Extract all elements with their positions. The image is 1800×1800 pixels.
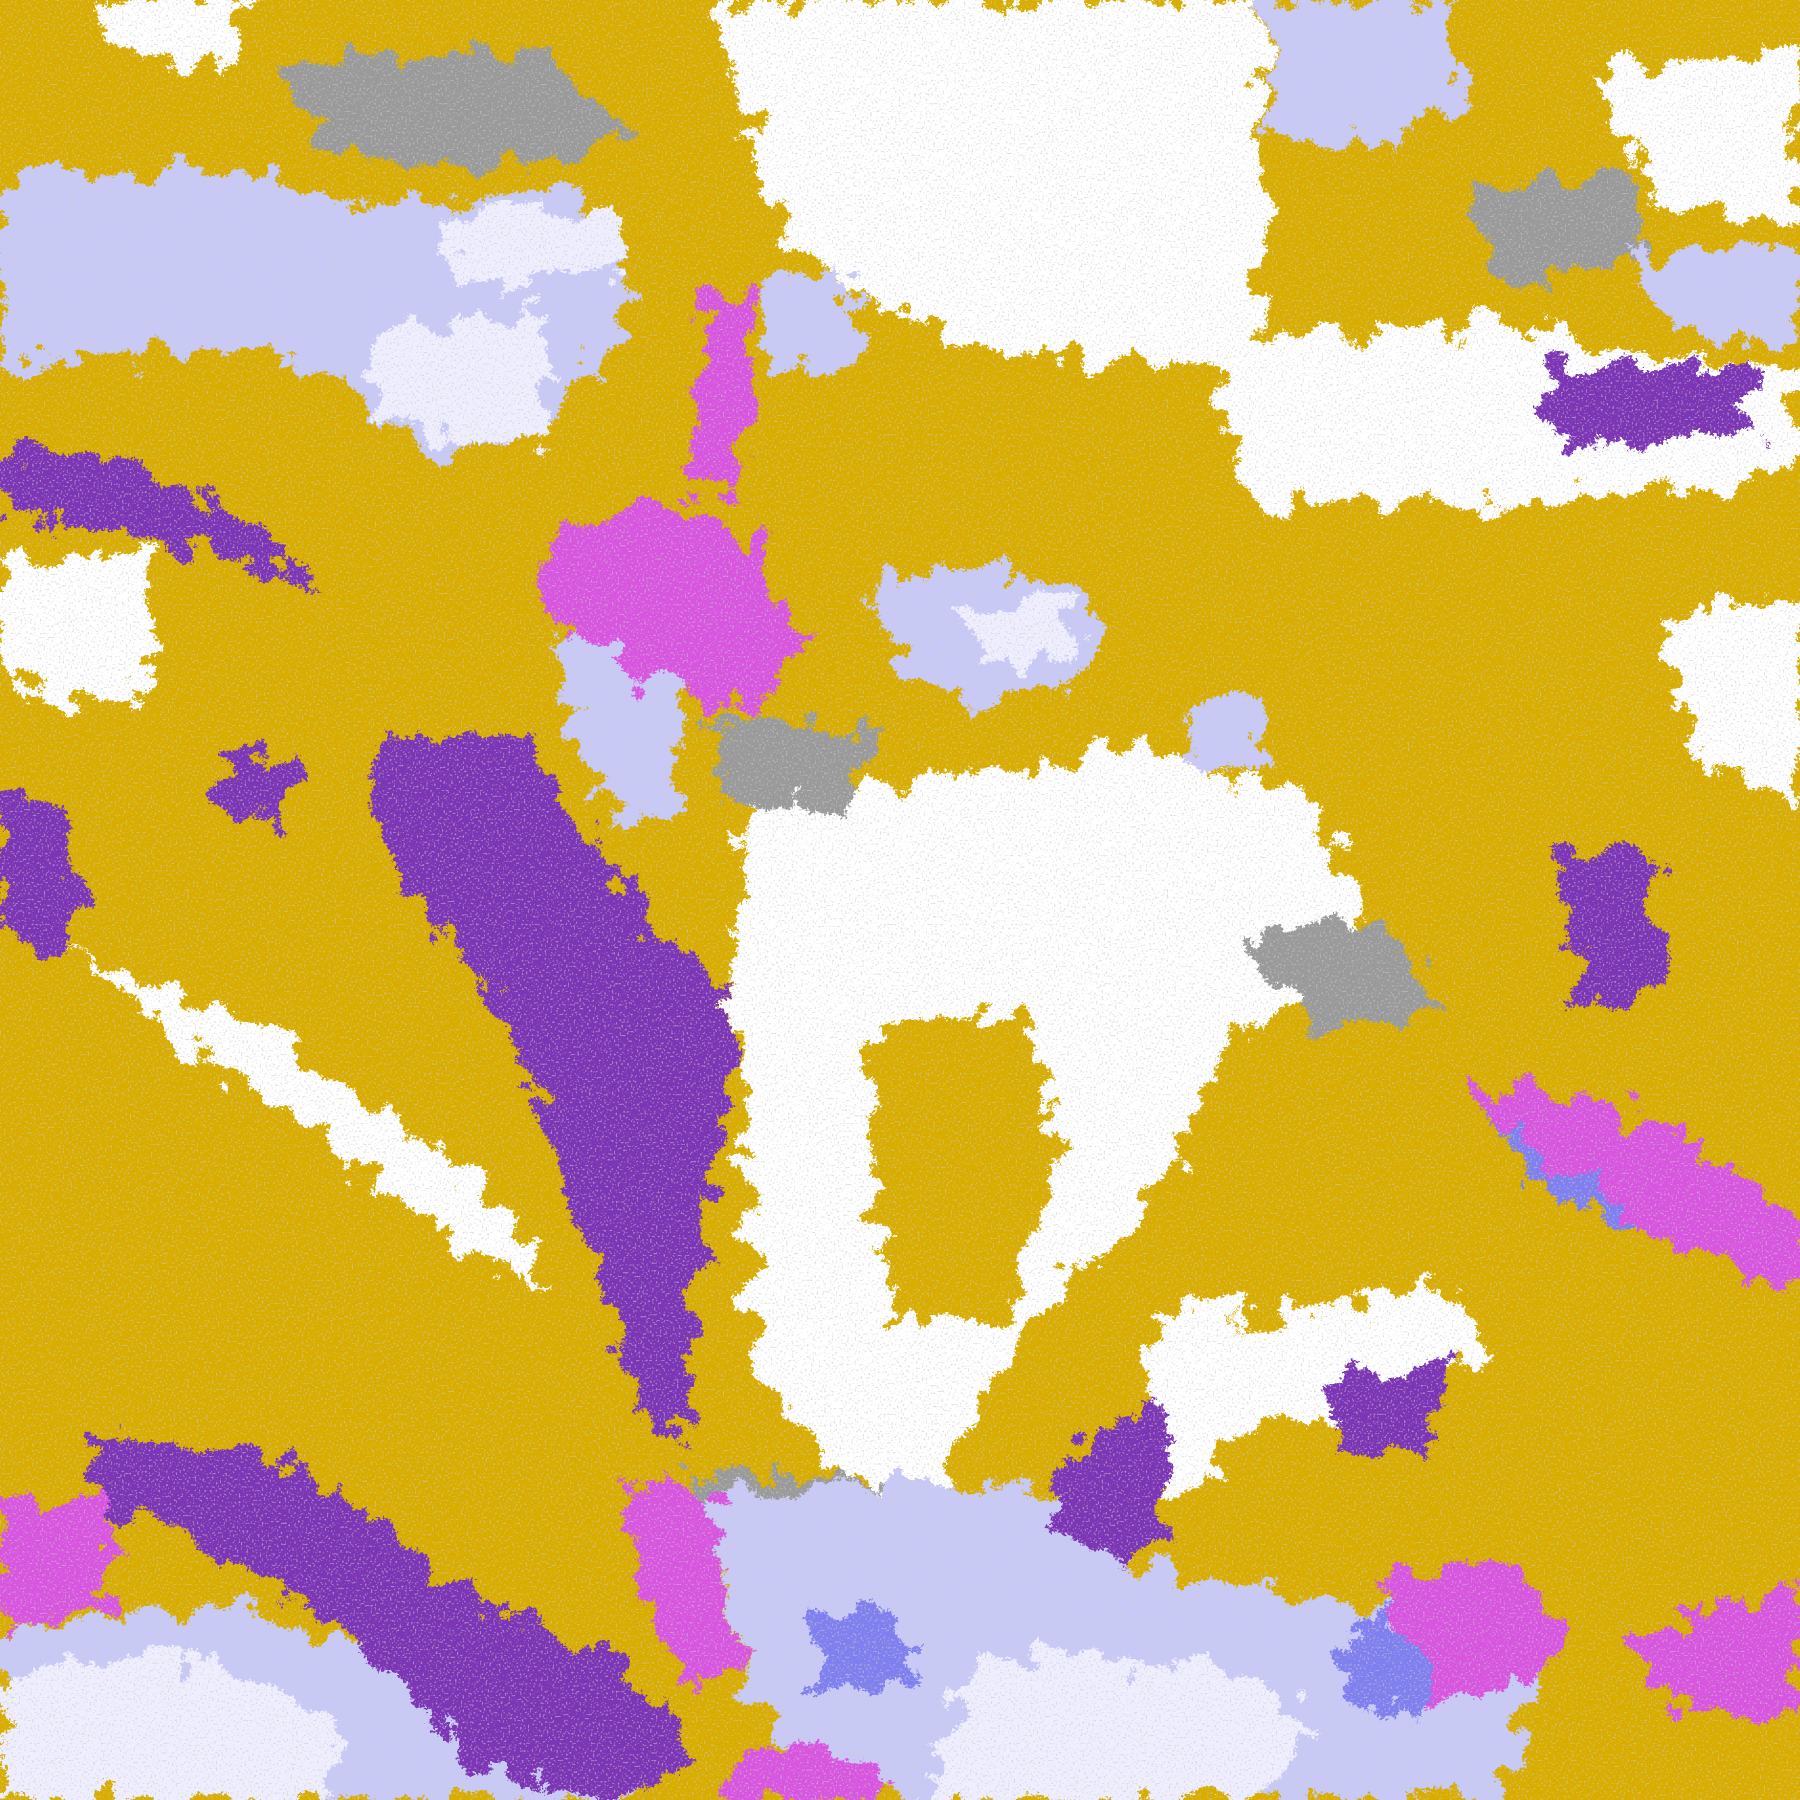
page: (() => { const data = JSON.parse(documen…: [0, 0, 1800, 1800]
satellite-image: [0, 0, 1800, 1800]
texture-speckle: [0, 0, 1800, 1800]
